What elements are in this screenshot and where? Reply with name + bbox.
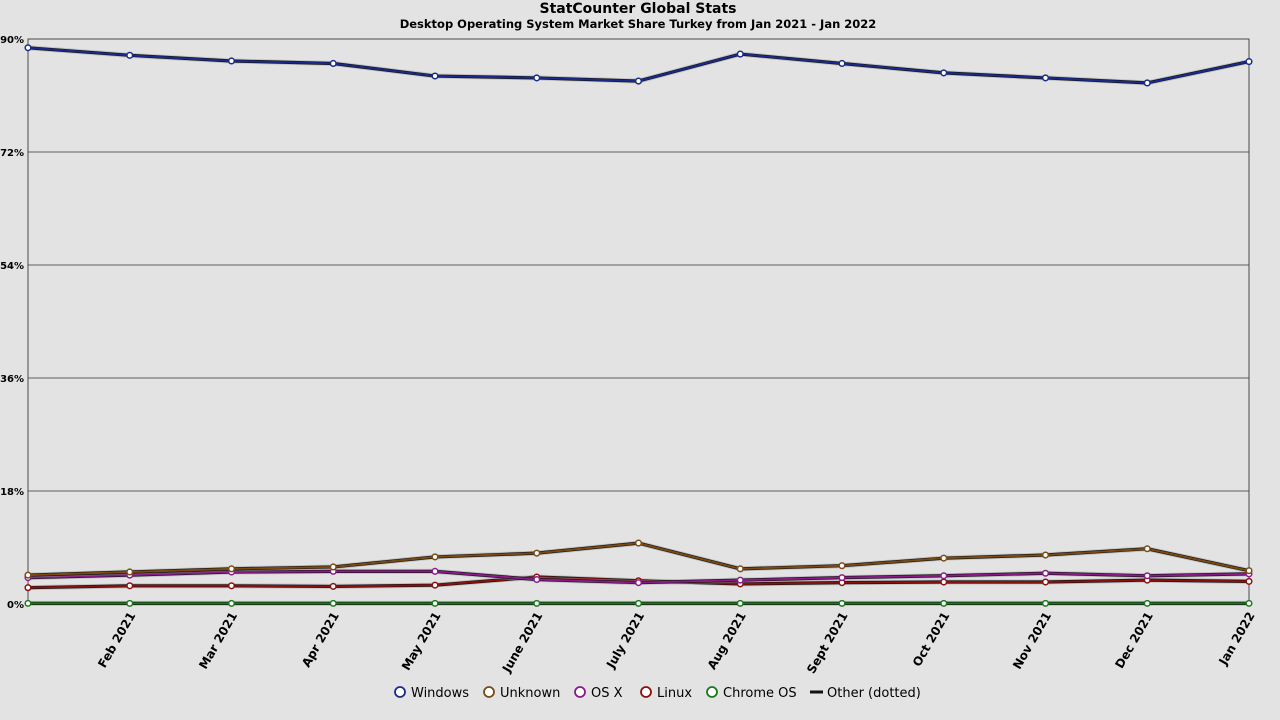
data-point <box>634 77 643 85</box>
data-point <box>126 51 134 59</box>
legend-item-label: Other (dotted) <box>827 686 921 701</box>
data-point <box>24 599 32 607</box>
x-tick-label: Feb 2021 <box>95 610 138 671</box>
data-point <box>838 574 846 582</box>
data-point <box>1143 599 1151 607</box>
data-point <box>126 568 134 576</box>
y-tick-label: 18% <box>0 487 24 498</box>
data-point <box>227 582 236 590</box>
y-tick-label: 72% <box>0 148 24 159</box>
data-point <box>940 69 948 77</box>
x-tick-label: Oct 2021 <box>910 610 952 670</box>
data-point <box>227 57 236 65</box>
legend-marker <box>706 686 718 698</box>
y-tick-label: 90% <box>0 35 24 46</box>
data-point <box>533 599 541 607</box>
legend-item-label: OS X <box>591 686 623 701</box>
legend-item-label: Chrome OS <box>723 686 797 701</box>
data-point <box>736 565 744 573</box>
data-point <box>533 74 541 82</box>
legend-marker <box>483 686 495 698</box>
series-lines <box>24 44 1253 607</box>
data-point <box>736 50 744 58</box>
plot-area <box>27 38 1250 605</box>
data-point <box>1143 79 1151 87</box>
data-point <box>940 599 948 607</box>
data-point <box>431 553 439 561</box>
x-tick-label: May 2021 <box>399 610 444 673</box>
y-tick-label: 54% <box>0 261 24 272</box>
data-point <box>838 599 846 607</box>
legend-item-label: Linux <box>657 686 692 701</box>
legend-item-label: Unknown <box>500 686 560 701</box>
legend-marker <box>574 686 586 698</box>
data-point <box>838 59 846 68</box>
data-point <box>940 578 948 586</box>
data-point <box>940 554 948 562</box>
data-point <box>533 575 541 584</box>
y-axis-ticks: 0% 18% 36% 54% 72% 90% <box>0 35 24 611</box>
x-axis-ticks: Feb 2021 Mar 2021 Apr 2021 May 2021 June 202… <box>95 610 1257 676</box>
x-tick-label: Dec 2021 <box>1112 610 1156 671</box>
data-point <box>940 572 948 580</box>
legend-item-label: Windows <box>411 686 469 701</box>
legend-marker <box>394 686 406 698</box>
data-point <box>1041 551 1050 559</box>
data-point <box>329 563 337 571</box>
data-point <box>1041 599 1050 607</box>
data-point <box>838 562 846 570</box>
series-line-unknown <box>27 542 1250 577</box>
data-point <box>431 72 439 80</box>
x-tick-label: Sept 2021 <box>804 610 850 676</box>
legend: Windows Unknown OS X Linux Chrome OS Other (d… <box>394 686 921 701</box>
data-point <box>1041 569 1050 577</box>
data-point <box>126 599 134 607</box>
data-point <box>227 599 236 607</box>
data-point <box>736 576 744 584</box>
data-point <box>533 549 541 557</box>
y-tick-label: 36% <box>0 374 24 385</box>
data-point <box>1245 58 1253 66</box>
data-point <box>634 539 643 547</box>
data-point <box>329 582 337 590</box>
data-point <box>634 599 643 607</box>
data-point <box>1245 599 1253 607</box>
data-point <box>431 567 439 575</box>
chart-subtitle: Desktop Operating System Market Share Tu… <box>400 17 877 31</box>
data-point <box>431 599 439 607</box>
data-point <box>329 599 337 607</box>
data-point <box>736 599 744 607</box>
data-point <box>431 581 439 589</box>
data-point <box>329 59 337 68</box>
x-tick-label: Aug 2021 <box>705 610 749 672</box>
data-point <box>126 582 134 590</box>
x-tick-label: July 2021 <box>603 610 647 672</box>
y-tick-label: 0% <box>7 600 24 611</box>
data-point <box>1245 567 1253 575</box>
grid-lines <box>28 151 1249 605</box>
data-point <box>227 565 236 573</box>
data-point <box>634 579 643 587</box>
data-point <box>24 571 32 579</box>
x-tick-label: Mar 2021 <box>196 610 240 672</box>
data-point <box>24 584 32 592</box>
chart-title: StatCounter Global Stats <box>539 1 736 17</box>
legend-marker <box>640 686 652 698</box>
data-point <box>1041 74 1050 82</box>
data-point <box>1143 572 1151 580</box>
x-tick-label: June 2021 <box>499 610 545 676</box>
data-point <box>24 44 32 52</box>
data-point <box>1245 577 1253 585</box>
data-point <box>1041 578 1050 586</box>
x-tick-label: Jan 2022 <box>1216 610 1258 669</box>
data-point <box>1143 545 1151 553</box>
x-tick-label: Apr 2021 <box>299 610 342 670</box>
x-tick-label: Nov 2021 <box>1010 610 1054 672</box>
